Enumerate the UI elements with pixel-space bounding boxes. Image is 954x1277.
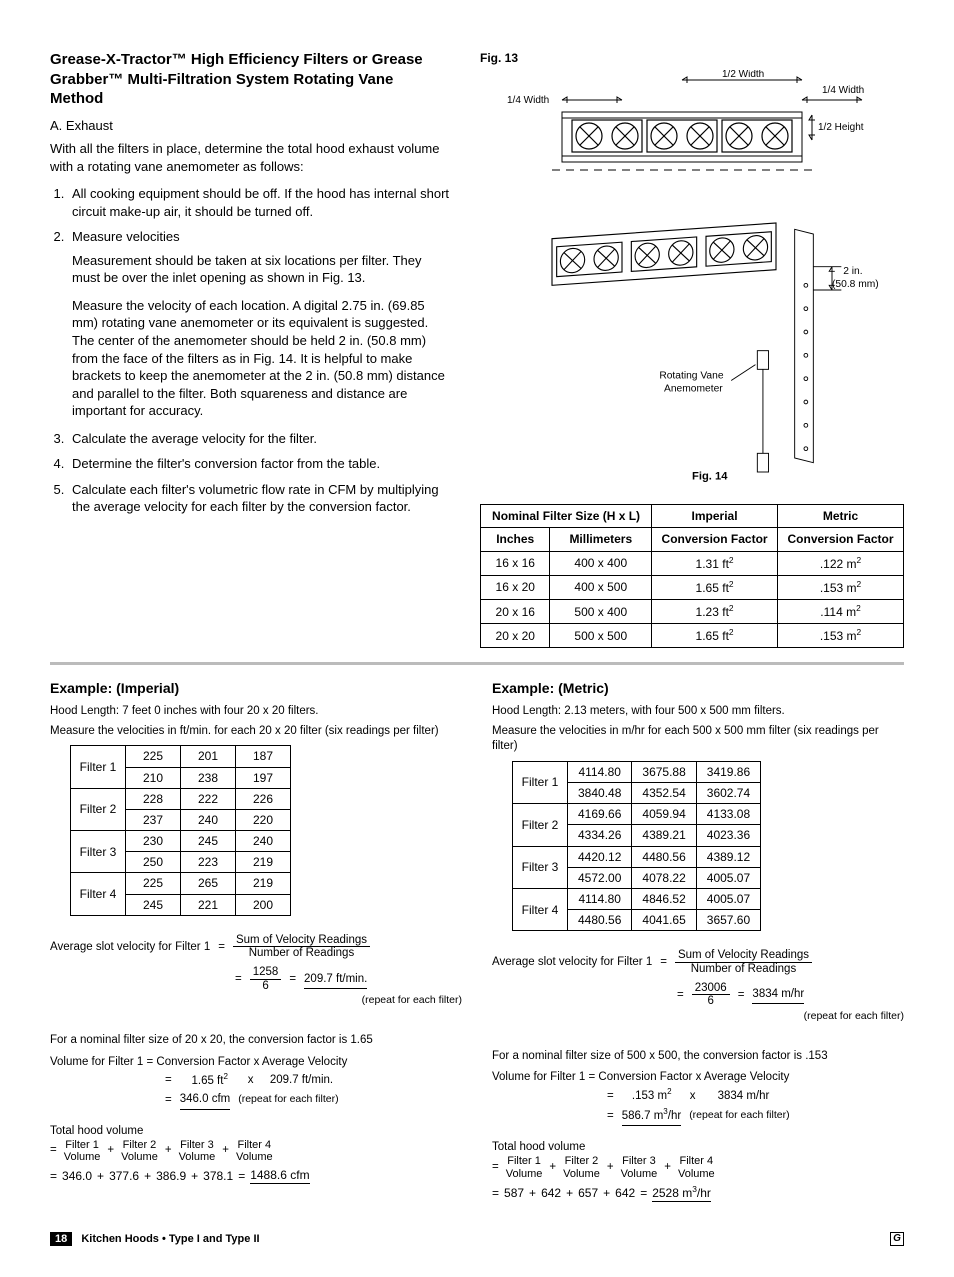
step-2b: Measure the velocity of each location. A… — [72, 297, 450, 420]
ct-row: 20 x 20500 x 5001.65 ft2.153 m2 — [481, 624, 904, 648]
step-2-title: Measure velocities — [72, 229, 180, 244]
svg-text:1/2 Width: 1/2 Width — [722, 70, 764, 80]
footer-left: 18 Kitchen Hoods • Type I and Type II — [50, 1232, 260, 1247]
logo-icon: G — [890, 1232, 904, 1246]
ct-h-metric: Metric — [778, 505, 904, 528]
met-vel-table: Filter 14114.803675.883419.86 3840.48435… — [512, 761, 761, 932]
ct-h-imperial: Imperial — [652, 505, 778, 528]
ct-row: 16 x 20400 x 5001.65 ft2.153 m2 — [481, 575, 904, 599]
step-2: Measure velocities Measurement should be… — [68, 228, 450, 419]
svg-text:Fig. 14: Fig. 14 — [692, 470, 728, 482]
step-4: Determine the filter's conversion factor… — [68, 455, 450, 473]
ct-h-cf2: Conversion Factor — [778, 528, 904, 551]
fig13-diagram: 1/2 Width 1/4 Width 1/4 Width 1/2 Height — [480, 70, 904, 225]
step-5: Calculate each filter's volumetric flow … — [68, 481, 450, 516]
met-hood: Hood Length: 2.13 meters, with four 500 … — [492, 704, 904, 720]
step-2a: Measurement should be taken at six locat… — [72, 252, 450, 287]
example-metric: Example: (Metric) Hood Length: 2.13 mete… — [492, 679, 904, 1201]
conversion-table: Nominal Filter Size (H x L) Imperial Met… — [480, 504, 904, 648]
met-avg-calc: Average slot velocity for Filter 1= Sum … — [492, 949, 904, 1024]
svg-text:1/2 Height: 1/2 Height — [818, 122, 864, 133]
imp-title: Example: (Imperial) — [50, 679, 462, 698]
main-heading: Grease-X-Tractor™ High Efficiency Filter… — [50, 50, 450, 109]
imp-meas: Measure the velocities in ft/min. for ea… — [50, 724, 462, 740]
svg-text:1/4 Width: 1/4 Width — [507, 95, 549, 106]
step-1: All cooking equipment should be off. If … — [68, 185, 450, 220]
example-imperial: Example: (Imperial) Hood Length: 7 feet … — [50, 679, 462, 1201]
svg-text:(50.8 mm): (50.8 mm) — [832, 279, 879, 290]
met-vol-calc: For a nominal filter size of 500 x 500, … — [492, 1047, 904, 1126]
intro-text: With all the filters in place, determine… — [50, 140, 450, 175]
step-3: Calculate the average velocity for the f… — [68, 430, 450, 448]
ct-row: 16 x 16400 x 4001.31 ft2.122 m2 — [481, 551, 904, 575]
ct-h-inches: Inches — [481, 528, 550, 551]
ct-row: 20 x 16500 x 4001.23 ft2.114 m2 — [481, 600, 904, 624]
ct-h-cf1: Conversion Factor — [652, 528, 778, 551]
met-meas: Measure the velocities in m/hr for each … — [492, 724, 904, 755]
divider — [50, 662, 904, 665]
page-number: 18 — [50, 1232, 72, 1246]
fig14-diagram: 2 in. (50.8 mm) Rotating Vane Anemometer… — [480, 220, 904, 500]
svg-text:Anemometer: Anemometer — [664, 383, 723, 394]
ct-h-nominal: Nominal Filter Size (H x L) — [481, 505, 652, 528]
met-title: Example: (Metric) — [492, 679, 904, 698]
imp-total-hood: Total hood volume = Filter 1Volume+ Filt… — [50, 1124, 462, 1185]
imp-vol-calc: For a nominal filter size of 20 x 20, th… — [50, 1031, 462, 1109]
imp-avg-calc: Average slot velocity for Filter 1= Sum … — [50, 934, 462, 1009]
svg-text:1/4 Width: 1/4 Width — [822, 85, 864, 96]
svg-text:2 in.: 2 in. — [843, 266, 862, 277]
section-label: A. Exhaust — [50, 117, 450, 135]
fig13-label: Fig. 13 — [480, 50, 904, 66]
imp-vel-table: Filter 1225201187 210238197 Filter 22282… — [70, 745, 291, 916]
imp-hood: Hood Length: 7 feet 0 inches with four 2… — [50, 704, 462, 720]
met-total-hood: Total hood volume = Filter 1Volume+ Filt… — [492, 1140, 904, 1202]
svg-text:Rotating Vane: Rotating Vane — [659, 370, 724, 381]
ct-h-mm: Millimeters — [550, 528, 652, 551]
